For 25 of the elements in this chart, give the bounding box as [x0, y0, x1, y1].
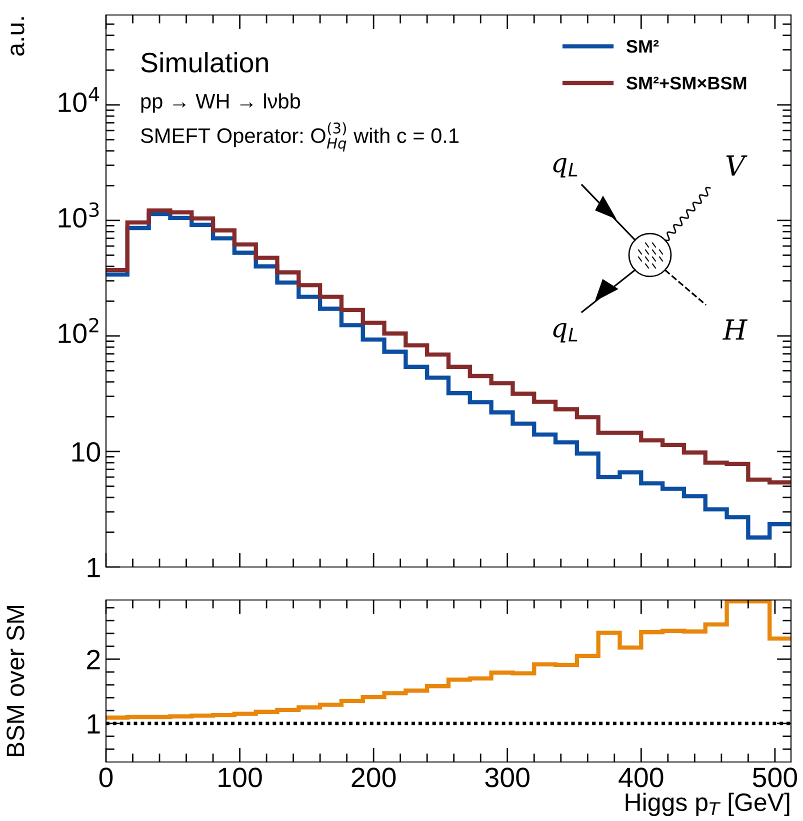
- y-axis-title: a.u.: [10, 17, 24, 56]
- annotation: SMEFT Operator: O$^{(3)}$$_{Hq}$ with c = 0.1: [140, 122, 459, 152]
- y-tick-label: 10: [72, 442, 100, 462]
- y-tick-label: 10$^{4}$: [58, 87, 100, 112]
- y-tick-label: 10$^{3}$: [58, 202, 99, 228]
- annotation: Simulation: [141, 52, 268, 72]
- y-tick-label: 2: [87, 650, 100, 670]
- x-tick-label: 200: [352, 768, 396, 788]
- x-axis-title: Higgs p$_{T}$ [GeV]: [626, 792, 790, 816]
- x-tick-label: 500: [752, 768, 798, 788]
- y-tick-label: 1: [88, 714, 100, 734]
- legend-label: SM²+SM×BSM: [626, 76, 746, 90]
- annotation: q$_{L}$: [553, 158, 578, 178]
- legend-label: SM²: [626, 40, 659, 53]
- y-axis-title: BSM over SM: [6, 606, 24, 756]
- annotation: pp → WH → lνbb: [141, 93, 300, 113]
- x-tick-label: 100: [218, 768, 262, 788]
- annotation: q$_{L}$: [553, 322, 578, 343]
- y-tick-label: 10$^{2}$: [58, 318, 98, 344]
- x-tick-label: 0: [99, 768, 113, 788]
- x-tick-label: 400: [618, 768, 664, 788]
- annotation: V: [726, 155, 748, 176]
- y-tick-label: 1: [88, 558, 100, 578]
- x-tick-label: 300: [485, 768, 530, 788]
- annotation: H: [722, 319, 748, 340]
